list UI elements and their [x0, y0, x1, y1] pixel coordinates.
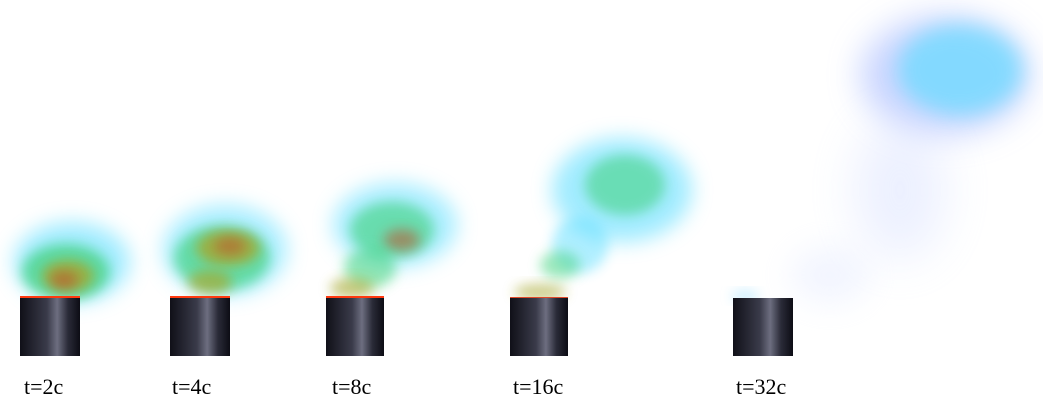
frame-4 — [510, 138, 692, 356]
chimney-3 — [326, 298, 384, 356]
chimney-2 — [170, 298, 230, 356]
plume-4 — [514, 138, 692, 300]
frame-label-t4: t=4c — [172, 374, 212, 399]
frame-3 — [326, 183, 457, 356]
frame-label-t32: t=32c — [736, 374, 787, 399]
plume-1 — [14, 222, 130, 302]
chimney-1 — [20, 298, 80, 356]
chimney-5 — [733, 298, 793, 356]
frame-5 — [731, 15, 1030, 356]
chimney-4 — [510, 298, 568, 356]
frame-1 — [14, 222, 130, 356]
frame-2 — [163, 205, 287, 356]
plume-5 — [731, 15, 1030, 303]
frame-label-t2: t=2c — [24, 374, 64, 399]
plume-3 — [330, 183, 457, 298]
frame-label-t8: t=8c — [332, 374, 372, 399]
plume-2 — [163, 205, 287, 295]
frame-label-t16: t=16c — [513, 374, 564, 399]
